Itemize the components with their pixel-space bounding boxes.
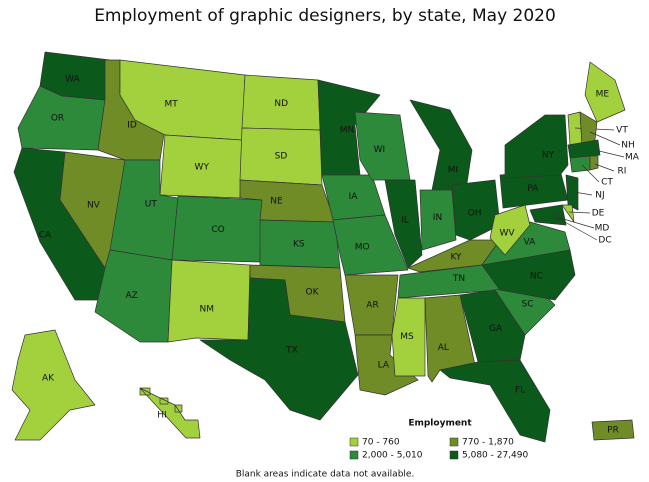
state-label: SD xyxy=(275,151,288,161)
state xyxy=(589,155,599,171)
state-label: FL xyxy=(515,386,525,396)
state-label: DC xyxy=(598,236,611,246)
state-label: IL xyxy=(401,216,409,226)
state-label: MN xyxy=(340,126,355,136)
states: WA OR CA NV ID MT WY UT AZ CO NM ND SD NE KS OK TX MN IA MO… xyxy=(11,51,640,443)
state-label: WY xyxy=(195,163,210,173)
state-label: IN xyxy=(433,213,442,223)
state xyxy=(584,61,626,123)
state-label: WV xyxy=(499,229,515,239)
legend-label: 5,080 - 27,490 xyxy=(462,451,528,461)
state-label: CO xyxy=(211,225,224,235)
state-label: VT xyxy=(616,126,628,136)
state xyxy=(332,214,409,276)
leader-line xyxy=(555,216,598,241)
state-label: TN xyxy=(452,274,465,284)
state-label: ND xyxy=(274,99,288,109)
legend-swatch xyxy=(449,450,459,460)
state-label: RI xyxy=(618,167,627,177)
state-label: WA xyxy=(65,74,80,84)
state xyxy=(459,289,526,363)
leader-line xyxy=(581,164,600,183)
state-label: WI xyxy=(374,145,386,155)
legend-label: 70 - 760 xyxy=(362,438,400,448)
state xyxy=(167,259,251,343)
state xyxy=(391,297,426,377)
state-label: IA xyxy=(349,192,359,202)
state-label: VA xyxy=(524,237,537,247)
leader-line xyxy=(573,191,593,196)
state-label: NH xyxy=(621,141,635,151)
state-label: MA xyxy=(625,153,640,163)
state xyxy=(504,114,569,179)
state xyxy=(419,189,457,251)
state-label: PR xyxy=(607,426,619,436)
state xyxy=(439,359,551,443)
state-label: MT xyxy=(165,100,179,110)
state xyxy=(591,419,635,441)
state-label: KS xyxy=(293,239,305,249)
state-label: NY xyxy=(542,151,555,161)
legend-swatch xyxy=(449,437,459,447)
state xyxy=(11,329,96,441)
state-label: MD xyxy=(595,224,610,234)
state-label: ME xyxy=(596,89,610,99)
state-label: HI xyxy=(157,411,166,421)
state xyxy=(529,204,567,226)
state-label: NM xyxy=(200,305,215,315)
state-label: AR xyxy=(366,301,378,311)
state-label: MS xyxy=(400,332,414,342)
leader-line xyxy=(594,163,615,172)
state xyxy=(317,79,381,176)
state-label: GA xyxy=(489,324,503,334)
state-label: OH xyxy=(468,209,482,219)
state-label: AK xyxy=(42,374,55,384)
note: Blank areas indicate data not available. xyxy=(236,470,415,480)
state xyxy=(579,111,598,146)
state-label: KY xyxy=(450,253,462,263)
map-title: Employment of graphic designers, by stat… xyxy=(94,6,556,26)
state xyxy=(567,139,601,159)
state-label: PA xyxy=(527,184,539,194)
state xyxy=(199,277,359,421)
state-label: NE xyxy=(270,196,283,206)
leader-line xyxy=(589,131,621,146)
state xyxy=(565,174,579,211)
state-label: NJ xyxy=(595,191,604,201)
state-label: OR xyxy=(51,114,64,124)
state-label: MO xyxy=(355,243,370,253)
state-label: AZ xyxy=(126,291,138,301)
legend-label: 2,000 - 5,010 xyxy=(362,451,423,461)
state-label: TX xyxy=(285,346,298,356)
legend-swatch xyxy=(349,437,359,447)
state-label: DE xyxy=(592,209,605,219)
legend: Employment 70 - 760 770 - 1,870 2,000 - 5,… xyxy=(349,419,528,461)
legend-title: Employment xyxy=(408,419,472,429)
state xyxy=(489,204,531,256)
state-label: MI xyxy=(448,166,458,176)
state-label: UT xyxy=(145,199,158,209)
state xyxy=(451,179,501,241)
state xyxy=(561,204,575,223)
leader-line xyxy=(559,217,595,229)
state-label: LA xyxy=(378,361,390,371)
leader-line xyxy=(568,211,591,214)
state xyxy=(139,387,201,439)
leader-line xyxy=(594,149,625,158)
state-label: NC xyxy=(530,272,543,282)
state-label: AL xyxy=(438,343,449,353)
state-label: ID xyxy=(127,121,137,131)
legend-swatch xyxy=(349,450,359,460)
state-label: NV xyxy=(87,201,101,211)
state xyxy=(384,179,423,269)
state-label: CT xyxy=(601,178,613,188)
state-label: CA xyxy=(39,231,52,241)
state-label: OK xyxy=(306,288,320,298)
state-label: SC xyxy=(522,299,534,309)
legend-label: 770 - 1,870 xyxy=(462,438,514,448)
